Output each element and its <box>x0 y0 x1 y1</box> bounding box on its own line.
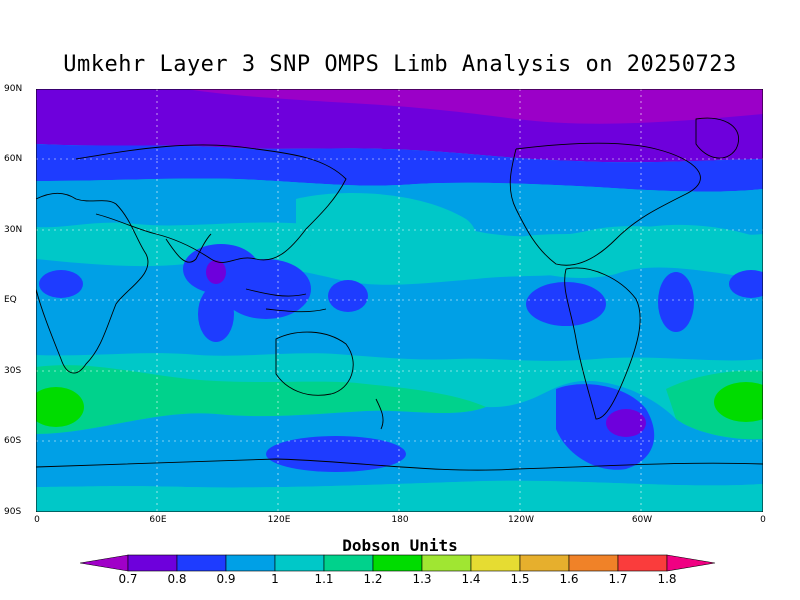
field-indonesia-blue <box>221 259 311 319</box>
lat-label-30s: 30S <box>4 366 22 376</box>
field-africa-blue <box>39 270 83 298</box>
field-south-green <box>36 365 486 434</box>
colorbar-level-label: 0.7 <box>118 572 138 586</box>
colorbar-level-label: 1.4 <box>461 572 481 586</box>
field-brazil-blue <box>526 282 606 326</box>
colorbar-box <box>470 554 521 572</box>
colorbar-level-label: 1.1 <box>314 572 334 586</box>
coastlines <box>36 117 763 471</box>
colorbar-level-label: 1 <box>271 572 279 586</box>
lat-label-30n: 30N <box>4 225 23 235</box>
field-antarctic-cyan <box>36 480 763 512</box>
colorbar-box <box>617 554 668 572</box>
colorbar-box <box>127 554 178 572</box>
field-africa-blue-east <box>729 270 763 298</box>
ozone-map <box>36 89 763 512</box>
field-arctic-dark <box>186 89 763 124</box>
field-green-max-east <box>714 382 763 422</box>
lon-label-60e: 60E <box>149 515 167 525</box>
colorbar-box <box>176 554 227 572</box>
lat-label-eq: EQ <box>4 295 17 305</box>
colorbar-level-label: 1.2 <box>363 572 383 586</box>
field-pacific-cyan <box>296 193 476 265</box>
field-pacific-blue <box>328 280 368 312</box>
colorbar-box <box>225 554 276 572</box>
field-south-blue-australia <box>266 436 406 472</box>
field-south-blue-south-america <box>556 384 655 470</box>
lon-label-120e: 120E <box>267 515 291 525</box>
colorbar-end-high <box>666 554 716 572</box>
colorbar-end-low <box>80 554 129 572</box>
lon-label-0: 0 <box>34 515 40 525</box>
lon-label-120w: 120W <box>507 515 535 525</box>
lat-label-90s: 90S <box>4 507 22 517</box>
colorbar-level-label: 1.7 <box>608 572 628 586</box>
colorbar-box <box>421 554 472 572</box>
colorbar <box>80 554 716 572</box>
field-green-max-west <box>36 387 84 427</box>
lat-label-60s: 60S <box>4 436 22 446</box>
field-indian-blue <box>198 286 234 342</box>
field-south-purple <box>606 409 646 437</box>
colorbar-level-label: 0.9 <box>216 572 236 586</box>
colorbar-level-label: 0.8 <box>167 572 187 586</box>
lat-label-60n: 60N <box>4 154 23 164</box>
colorbar-box <box>519 554 570 572</box>
field-bob-purple <box>206 260 226 284</box>
lon-label-0-end: 0 <box>760 515 766 525</box>
colorbar-box <box>274 554 325 572</box>
lat-label-90n: 90N <box>4 84 23 94</box>
colorbar-box <box>372 554 423 572</box>
colorbar-level-label: 1.6 <box>559 572 579 586</box>
colorbar-box <box>568 554 619 572</box>
graticule <box>36 89 763 512</box>
colorbar-level-label: 1.8 <box>657 572 677 586</box>
colorbar-title: Dobson Units <box>342 536 458 555</box>
colorbar-box <box>323 554 374 572</box>
field-north-blue <box>36 144 763 192</box>
lon-label-60w: 60W <box>631 515 653 525</box>
colorbar-level-label: 1.3 <box>412 572 432 586</box>
colorbar-level-label: 1.5 <box>510 572 530 586</box>
chart-title: Umkehr Layer 3 SNP OMPS Limb Analysis on… <box>63 52 737 77</box>
lon-label-180: 180 <box>391 515 409 525</box>
field-atl-blue <box>658 272 694 332</box>
